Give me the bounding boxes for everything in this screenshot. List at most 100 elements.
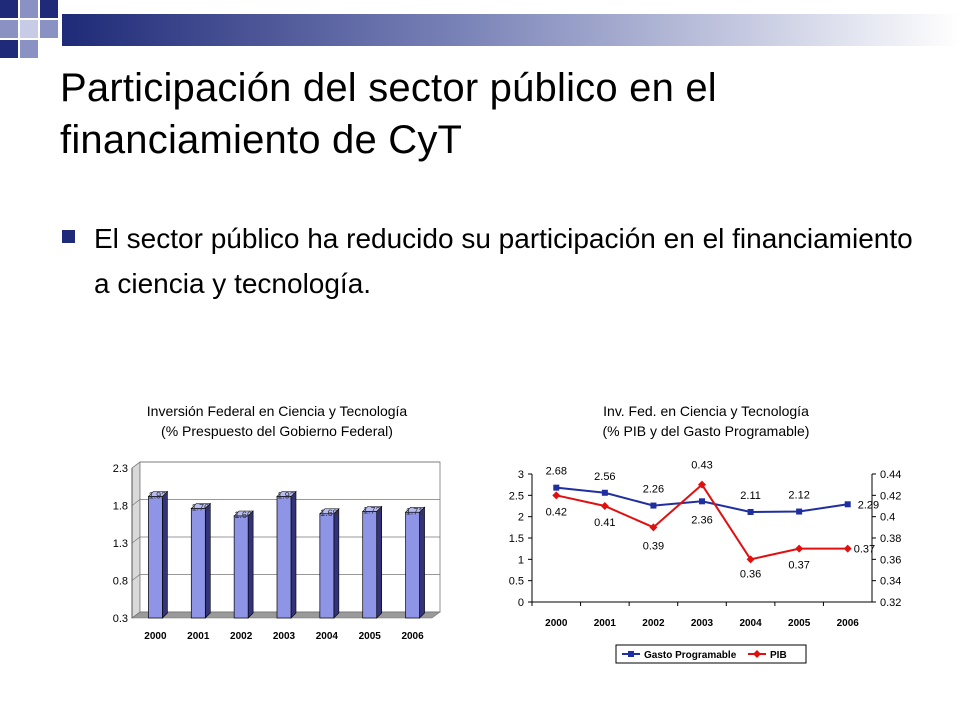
pib-point [746,555,755,564]
gasto-programable-point [650,502,657,509]
gasto-programable-data-label: 2.26 [643,484,664,496]
pib-data-label: 0.37 [788,560,809,572]
gasto-programable-point [699,498,705,505]
pib-data-label: 0.41 [594,517,615,529]
bar-gridline [131,461,440,469]
bar-y-tick-label: 0.8 [113,576,128,588]
pib-point [649,523,658,532]
bar-side [333,508,340,619]
bar-y-tick-label: 0.3 [113,613,128,625]
pib-data-label: 0.43 [691,460,712,472]
bar-side [162,490,168,619]
bar-x-tick-label: 2006 [401,631,424,642]
pib-data-label: 0.42 [546,506,567,518]
gasto-programable-data-label: 2.36 [691,514,712,526]
bar-data-label: 1.69 [320,508,338,518]
deco-square [40,0,58,18]
line-right-tick-label: 0.36 [880,554,901,566]
line-x-tick-label: 2006 [837,618,860,629]
line-left-tick-label: 2 [518,512,524,524]
bar-y-tick-label: 2.3 [113,463,128,475]
bar [319,513,335,619]
line-x-tick-label: 2002 [642,618,665,629]
bar-gridline [131,611,440,619]
bar-data-label: 1.72 [363,506,381,516]
deco-square [20,20,38,38]
bar-x-tick-label: 2002 [230,631,253,642]
gasto-programable-point [601,489,608,496]
gasto-programable-point [553,484,560,491]
bar [148,496,163,619]
bar-x-tick-label: 2003 [273,631,296,642]
line-right-tick-label: 0.42 [880,490,901,502]
bar-gridline [131,499,440,506]
line-chart: Inv. Fed. en Ciencia y Tecnología (% PIB… [509,403,901,664]
gasto-programable-data-label: 2.29 [858,499,879,511]
pib-data-label: 0.37 [854,544,875,556]
bar [233,515,249,619]
line-left-tick-label: 1 [518,554,524,566]
slide-title: Participación del sector público en el f… [60,66,717,162]
pib-point [698,480,706,489]
bar [190,508,206,619]
deco-square [0,0,18,18]
line-chart-subtitle: (% PIB y del Gasto Programable) [603,423,810,439]
line-chart-legend: Gasto Programable PIB [615,644,807,664]
bar-side [204,502,211,619]
bar-x-tick-label: 2005 [359,631,382,642]
deco-square [20,0,38,18]
bar-x-tick-label: 2004 [316,631,339,642]
bar-data-label: 1.76 [192,503,210,513]
pib-point [552,491,561,500]
line-left-tick-label: 3 [518,469,524,481]
deco-square [20,40,38,58]
line-right-tick-label: 0.44 [880,469,901,481]
pib-data-label: 0.36 [740,568,761,580]
line-x-tick-label: 2000 [545,618,568,629]
legend-pib-marker [753,650,761,658]
bar-chart-plot: 0.3 0.8 1.3 1.8 2.3 1.92 2000 1.76 2001 1.66 2002 1… [113,461,441,642]
bar-x-tick-label: 2001 [187,631,210,642]
gasto-programable-point [844,501,851,508]
pib-data-label: 0.39 [643,540,664,552]
bar-side [376,505,383,619]
bar [362,511,378,619]
legend-gasto-label: Gasto Programable [644,650,737,661]
header-gradient-bar [62,14,960,46]
pib-point [795,544,804,553]
line-x-tick-label: 2005 [788,618,811,629]
pib-point [600,502,609,510]
line-chart-plot: 0 0.5 1 1.5 2 2.5 3 0.32 0.34 0.36 0.38 0.4 0.42 0.44… [509,460,901,664]
line-left-tick-label: 2.5 [509,490,524,502]
gasto-programable-data-label: 2.12 [788,490,809,502]
bar [276,496,292,619]
deco-square [40,20,58,38]
line-left-tick-label: 0 [518,597,524,609]
bullet-text: El sector público ha reducido su partici… [94,223,913,299]
bar-side [419,506,425,619]
line-right-tick-label: 0.34 [880,576,901,588]
line-left-tick-label: 1.5 [509,533,524,545]
line-right-tick-label: 0.4 [880,512,895,524]
gasto-programable-data-label: 2.11 [740,490,761,502]
line-right-tick-label: 0.32 [880,597,901,609]
legend-gasto-marker [628,651,634,657]
bar [405,511,420,619]
legend-box [615,644,807,664]
bar-data-label: 1.66 [234,510,252,520]
bar-data-label: 1.92 [277,491,295,501]
gasto-programable-data-label: 2.56 [594,471,615,483]
bar-x-tick-label: 2000 [144,631,167,642]
bar-chart: Inversión Federal en Ciencia y Tecnologí… [113,403,441,642]
gasto-programable-point [796,508,803,515]
gasto-programable-point [747,508,754,515]
bar-data-label: 1.92 [149,491,167,501]
deco-square [0,40,18,58]
bar-chart-title: Inversión Federal en Ciencia y Tecnologí… [147,403,408,419]
bar-data-label: 1.71 [406,506,424,516]
bar-chart-subtitle: (% Prespuesto del Gobierno Federal) [161,423,393,439]
gasto-programable-data-label: 2.68 [546,466,567,478]
line-right-tick-label: 0.38 [880,533,901,545]
deco-square [0,20,18,38]
bar-side [290,490,297,619]
